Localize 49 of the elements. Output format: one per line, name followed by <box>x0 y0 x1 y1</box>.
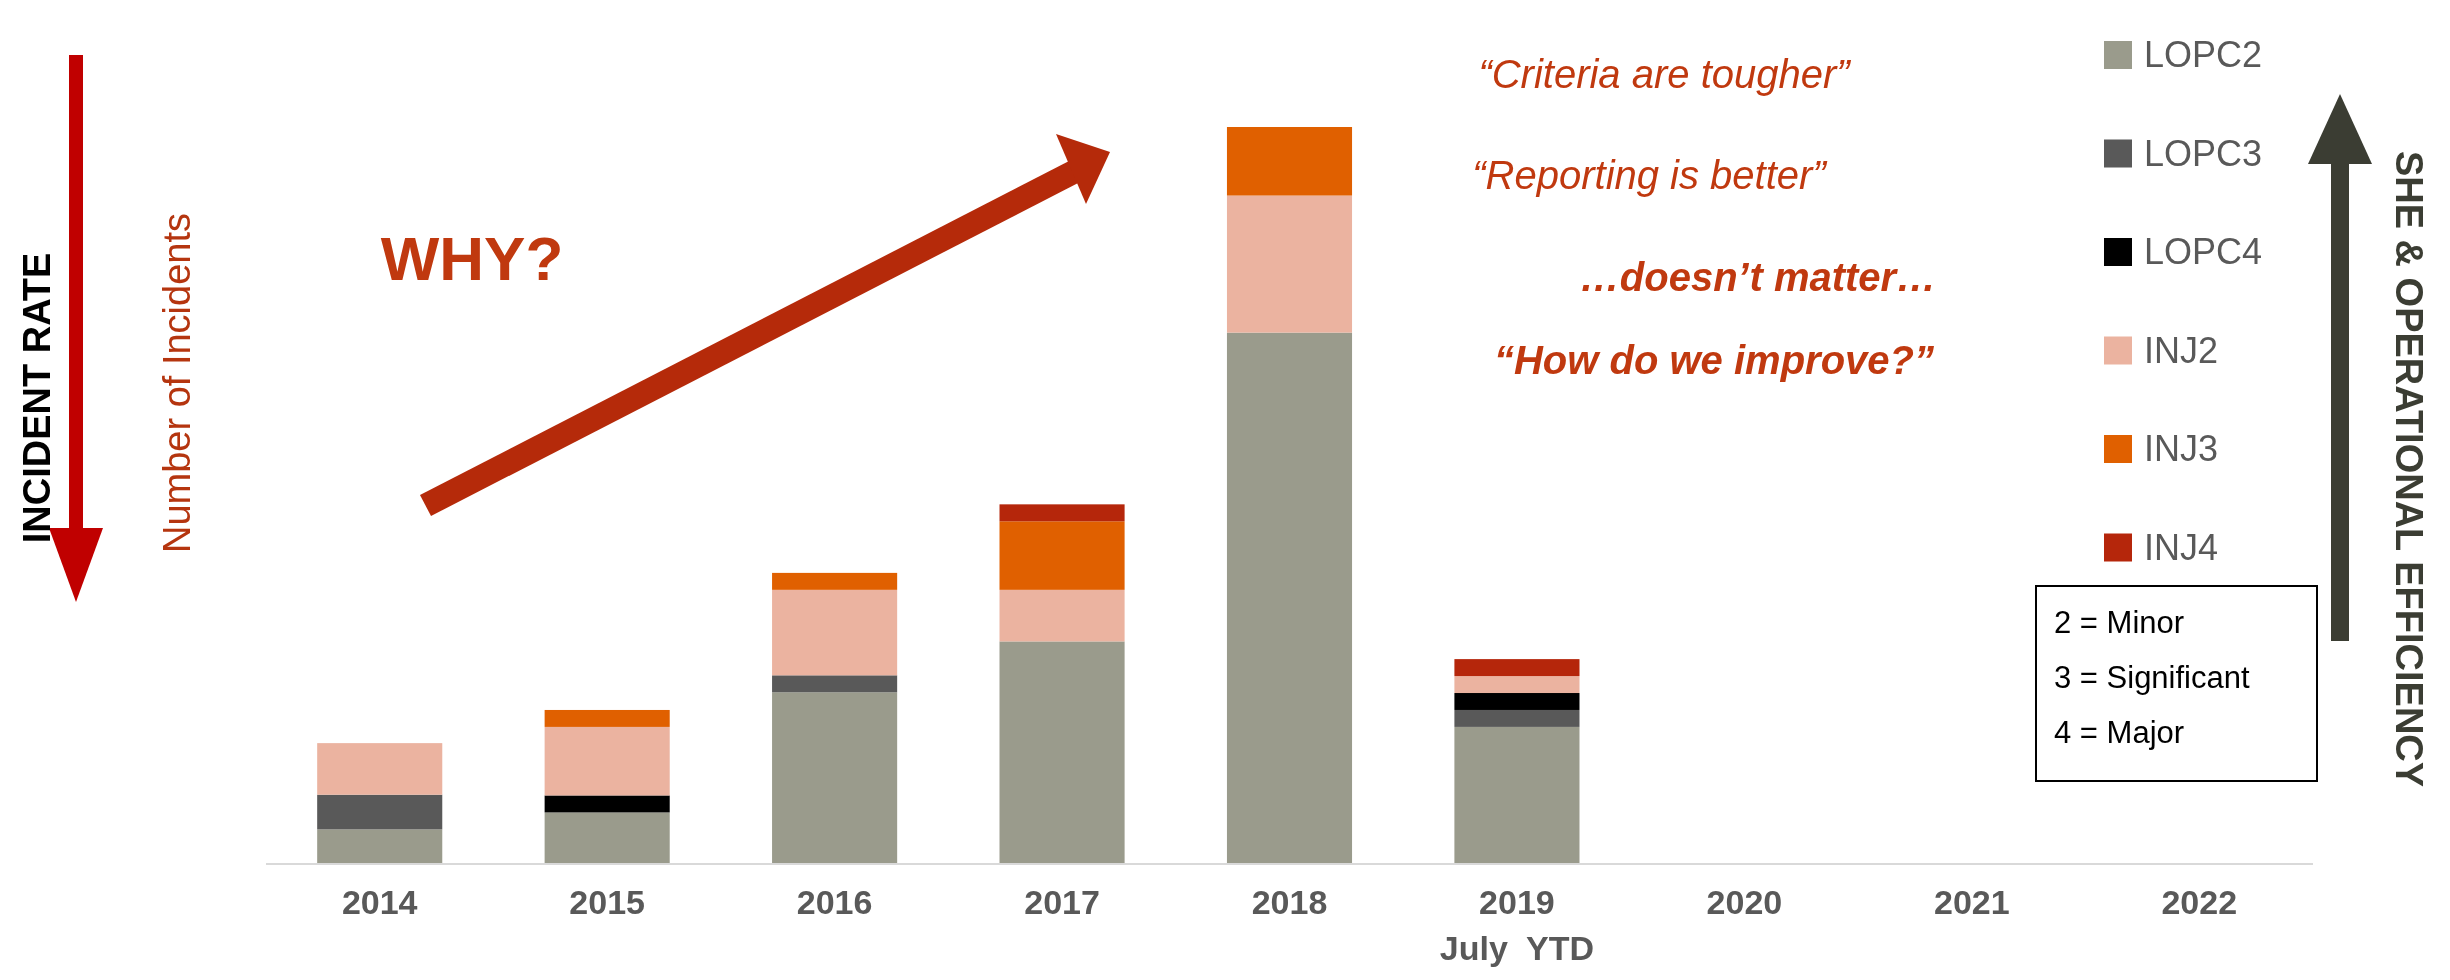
x-tick-label: 2021 <box>1934 883 2010 921</box>
x-tick-label: 2016 <box>796 883 873 921</box>
legend-label: INJ3 <box>2144 428 2219 469</box>
legend-label: INJ2 <box>2144 329 2219 371</box>
x-tick-label: 2018 <box>1251 883 1328 921</box>
bar <box>1226 127 1353 196</box>
bar <box>772 589 898 676</box>
annotation: WHY? <box>380 224 564 293</box>
bar <box>544 795 670 813</box>
annotation: 2 = Minor <box>2054 605 2185 640</box>
bar <box>1454 676 1580 694</box>
bar <box>317 829 443 864</box>
annotation: 3 = Significant <box>2054 660 2250 695</box>
bar <box>1226 195 1353 333</box>
x-tick-label: 2015 <box>569 883 645 921</box>
text: SHE & OPERATIONAL EFFICIENCY <box>2388 150 2430 788</box>
bar <box>999 504 1125 522</box>
x-tick-label: 2020 <box>1706 883 1783 921</box>
x-tick-label: 2014 <box>341 883 418 921</box>
bar <box>1454 726 1580 864</box>
annotation: “How do we improve?” <box>1493 338 1935 382</box>
legend-label: INJ4 <box>2144 526 2219 568</box>
y-axis-title: Number of Incidents <box>156 212 198 554</box>
bar <box>772 692 898 864</box>
legend-label: LOPC3 <box>2144 132 2263 174</box>
text: INCIDENT RATE <box>16 252 58 544</box>
bar <box>1454 693 1580 710</box>
bar <box>1454 659 1580 677</box>
bar <box>544 812 670 864</box>
bar <box>999 521 1125 590</box>
annotation: …doesn’t matter… <box>1579 255 1937 299</box>
annotation: “Reporting is better” <box>1472 153 1828 197</box>
bar <box>544 709 670 727</box>
annotation: 4 = Major <box>2054 715 2185 750</box>
x-tick-label: 2022 <box>2161 883 2238 921</box>
text: “Criteria are tougher” <box>1478 52 1852 96</box>
x-tick-label: 2017 <box>1024 883 1100 921</box>
bar <box>544 726 670 796</box>
bar <box>1226 332 1353 864</box>
bar <box>317 794 443 830</box>
bar <box>999 589 1125 642</box>
legend-label: LOPC4 <box>2144 231 2263 272</box>
bar <box>317 743 443 795</box>
legend-label: LOPC2 <box>2144 34 2263 75</box>
bar <box>772 572 898 590</box>
bar <box>999 641 1125 864</box>
bar <box>772 675 898 693</box>
x-tick-label: 2019 July YTD <box>1439 883 1595 967</box>
bar <box>1454 709 1580 727</box>
